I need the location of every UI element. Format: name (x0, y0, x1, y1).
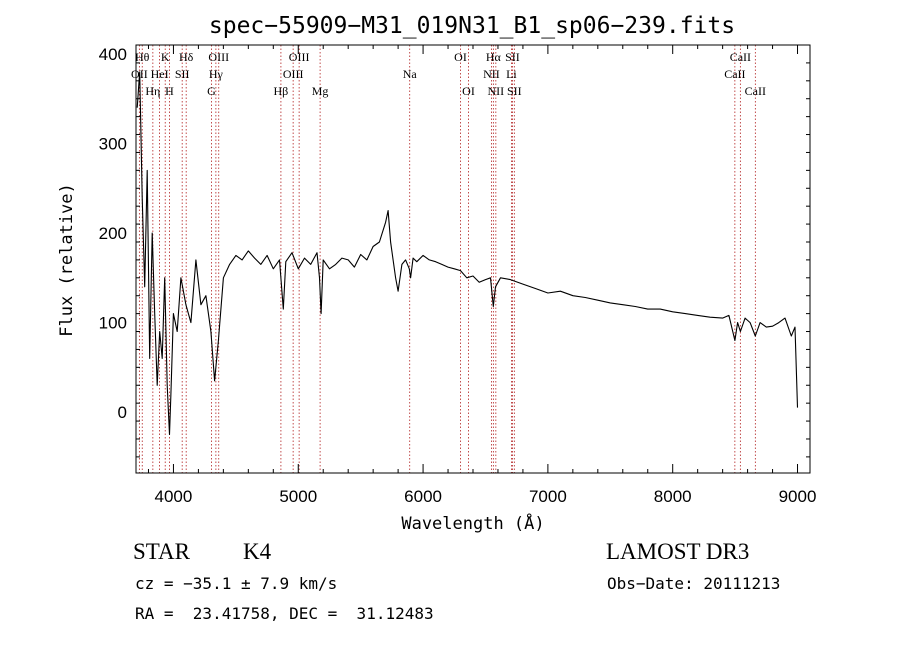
line-label: HeI (151, 67, 169, 81)
line-label: SII (507, 84, 522, 98)
spectral-line-markers (138, 45, 756, 473)
x-tick-label: 7000 (529, 487, 567, 506)
line-label: Hδ (179, 50, 194, 64)
coordinates: RA = 23.41758, DEC = 31.12483 (135, 604, 434, 623)
line-label: CaII (724, 67, 745, 81)
x-tick-label: 9000 (779, 487, 817, 506)
line-label: OIII (283, 67, 304, 81)
x-tick-label: 8000 (654, 487, 692, 506)
observation-date: Obs−Date: 20111213 (607, 574, 781, 593)
object-subclass: K4 (243, 539, 272, 564)
object-class: STAR (133, 539, 190, 564)
line-label: OIII (289, 50, 310, 64)
line-label: NII (488, 84, 505, 98)
x-axis-label: Wavelength (Å) (401, 512, 544, 534)
line-label: SII (175, 67, 190, 81)
redshift-info: cz = −35.1 ± 7.9 km/s (135, 574, 338, 593)
spectral-line-labels: OIIHθHηHeIKHSIIHδGHγOIIIHβOIIIOIIIMgNaOI… (131, 50, 766, 98)
line-label: Hθ (135, 50, 150, 64)
x-tick-label: 5000 (279, 487, 317, 506)
line-label: H (165, 84, 174, 98)
x-axis-ticks: 4000 5000 6000 7000 8000 9000 (147, 45, 817, 506)
y-tick-label: 400 (99, 45, 127, 64)
line-label: SII (505, 50, 520, 64)
x-tick-label: 4000 (155, 487, 193, 506)
spectrum-line (136, 71, 799, 436)
survey-name: LAMOST DR3 (606, 539, 750, 564)
y-axis-label: Flux (relative) (57, 183, 77, 337)
line-label: Hη (145, 84, 160, 98)
x-tick-label: 6000 (404, 487, 442, 506)
line-label: CaII (730, 50, 751, 64)
plot-frame (135, 44, 811, 474)
line-label: Hγ (209, 67, 224, 81)
line-label: Hβ (274, 84, 289, 98)
y-tick-label: 100 (99, 314, 127, 333)
line-label: Mg (312, 84, 329, 98)
y-tick-label: 200 (99, 224, 127, 243)
line-label: Li (506, 67, 517, 81)
y-tick-label: 0 (118, 403, 127, 422)
chart-title: spec−55909−M31_019N31_B1_sp06−239.fits (209, 13, 735, 39)
line-label: NII (483, 67, 500, 81)
y-axis-ticks: 0 100 200 300 400 (99, 45, 810, 458)
line-label: OI (462, 84, 475, 98)
line-label: G (207, 84, 216, 98)
line-label: CaII (745, 84, 766, 98)
line-label: Na (403, 67, 418, 81)
y-tick-label: 300 (99, 134, 127, 153)
line-label: OIII (208, 50, 229, 64)
line-label: OI (454, 50, 467, 64)
line-label: Hα (486, 50, 502, 64)
line-label: K (161, 50, 170, 64)
